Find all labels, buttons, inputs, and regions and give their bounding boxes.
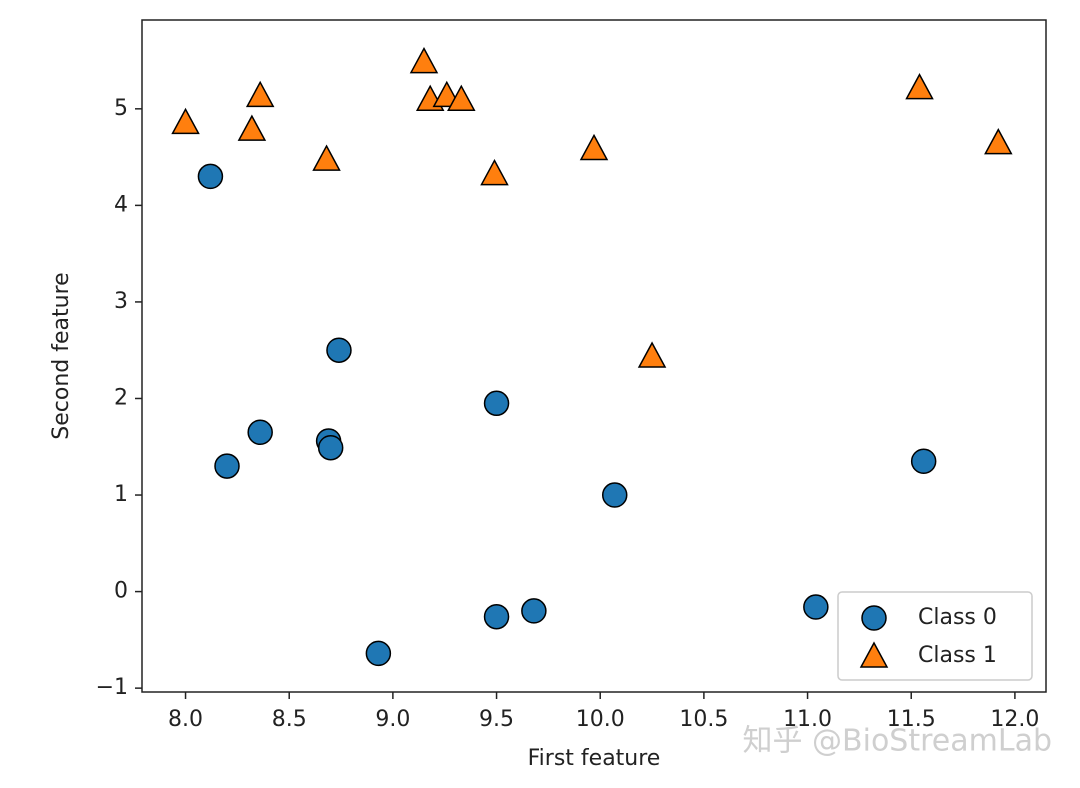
triangle-marker — [984, 128, 1013, 155]
circle-marker — [214, 453, 240, 479]
triangle-marker — [637, 341, 667, 368]
circle-marker — [483, 603, 510, 630]
y-tick-label: −1 — [96, 675, 128, 700]
watermark: 知乎 @BioStreamLab — [743, 724, 1053, 759]
legend-marker — [861, 605, 887, 631]
x-tick-label: 9.0 — [375, 707, 410, 732]
circle-marker — [601, 482, 628, 508]
plot-frame — [141, 19, 1047, 693]
y-tick-label: 2 — [114, 385, 128, 410]
circle-marker — [483, 390, 510, 417]
circle-marker — [247, 419, 273, 446]
triangle-marker — [312, 144, 341, 171]
circle-marker — [326, 337, 352, 363]
triangle-marker — [480, 158, 509, 186]
legend-marker — [859, 641, 889, 668]
x-tick-label: 9.5 — [479, 707, 514, 732]
y-tick-label: 5 — [114, 96, 128, 121]
circle-marker — [521, 598, 547, 624]
legend-box — [837, 591, 1033, 681]
triangle-marker — [171, 107, 200, 135]
x-tick-label: 10.5 — [679, 707, 728, 732]
y-axis-label: Second feature — [49, 272, 74, 439]
x-axis-label: First feature — [528, 746, 661, 771]
circle-marker — [365, 640, 392, 667]
legend-label: Class 1 — [918, 643, 997, 668]
x-tick-label: 8.0 — [168, 707, 203, 732]
x-tick-label: 8.5 — [272, 707, 307, 732]
triangle-marker — [245, 80, 275, 108]
y-tick-label: 3 — [114, 289, 128, 314]
triangle-marker — [905, 73, 934, 100]
x-tick-label: 11.5 — [887, 707, 936, 732]
x-tick-label: 10.0 — [576, 707, 625, 732]
triangle-marker — [447, 84, 476, 111]
circle-marker — [910, 448, 937, 474]
x-tick-label: 12.0 — [990, 707, 1039, 732]
circle-marker — [317, 434, 344, 461]
circle-marker — [197, 163, 224, 190]
x-tick-label: 11.0 — [783, 707, 832, 732]
y-tick-label: 1 — [114, 482, 128, 507]
y-tick-label: 0 — [114, 579, 128, 604]
y-tick-label: 4 — [114, 192, 128, 217]
triangle-marker — [237, 114, 267, 141]
legend-label: Class 0 — [918, 605, 997, 630]
triangle-marker — [409, 46, 439, 74]
circle-marker — [803, 594, 829, 620]
triangle-marker — [579, 133, 609, 161]
